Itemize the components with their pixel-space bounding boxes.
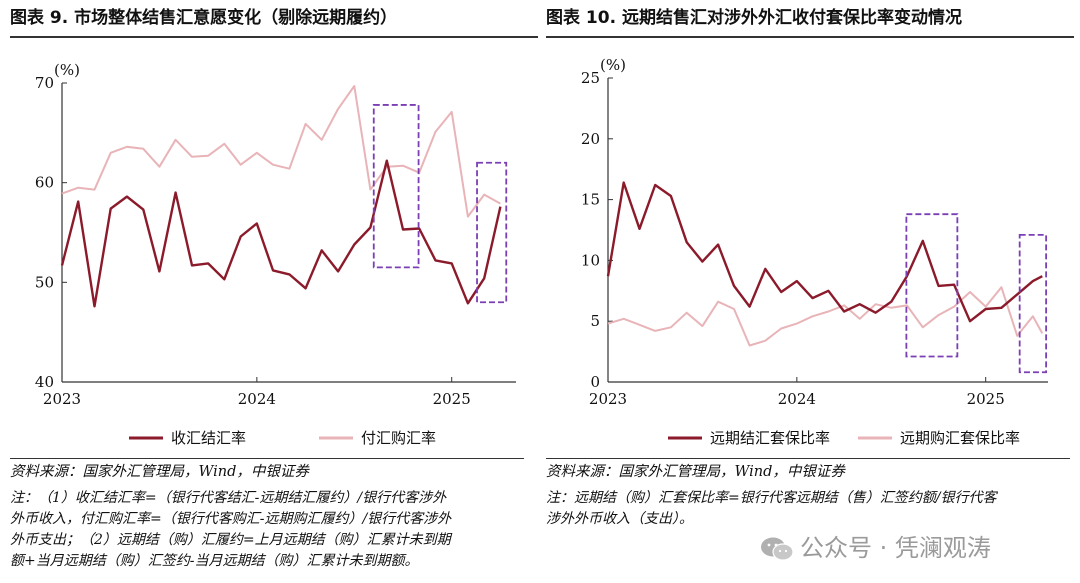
y-unit-label: (%) <box>600 56 626 74</box>
note-right-line: 注：远期结（购）汇套保比率=银行代客远期结（售）汇签约额/银行代客 <box>546 490 997 506</box>
y-tick-label: 60 <box>35 174 54 192</box>
highlight-box <box>905 213 959 358</box>
chart-panel-right: 图表 10. 远期结售汇对涉外外汇收付套保比率变动情况 0 5 10 15 20 25 (%… <box>546 0 1074 454</box>
source-left: 资料来源：国家外汇管理局，Wind，中银证券 注：（1）收汇结汇率=（银行代客结… <box>10 462 530 572</box>
watermark-text: 公众号 · 凭澜观涛 <box>800 534 991 562</box>
source-right: 资料来源：国家外汇管理局，Wind，中银证券 注：远期结（购）汇套保比率=银行代… <box>546 462 1076 530</box>
note-left-line: 外币支出；（2）远期结（购）汇履约=上月远期结（购）汇累计未到期 <box>10 532 451 548</box>
chart-title-right: 图表 10. 远期结售汇对涉外外汇收付套保比率变动情况 <box>546 0 1074 38</box>
series-line-dark <box>60 159 502 308</box>
x-tick-label: 2023 <box>43 390 81 408</box>
x-tick-label: 2025 <box>967 390 1005 408</box>
source-divider-left <box>10 458 524 459</box>
y-tick-label: 0 <box>590 373 600 391</box>
note-left-line: 额+当月远期结（购）汇签约-当月远期结（购）汇累计未到期额。 <box>10 553 419 569</box>
y-tick-label: 40 <box>35 373 54 391</box>
series-line-dark <box>606 181 1043 323</box>
y-tick-label: 70 <box>35 74 54 92</box>
legend-label: 远期购汇套保比率 <box>900 429 1020 447</box>
note-left: 注：（1）收汇结汇率=（银行代客结汇-远期结汇履约）/银行代客涉外 外币收入，付… <box>10 488 530 572</box>
highlight-box <box>476 161 508 304</box>
source-divider-right <box>546 458 1070 459</box>
y-tick-label: 10 <box>581 251 600 269</box>
watermark: 公众号 · 凭澜观涛 <box>760 528 991 563</box>
series-line-light <box>607 286 1044 347</box>
note-left-line: 外币收入，付汇购汇率=（银行代客购汇-远期购汇履约）/银行代客涉外 <box>10 511 452 527</box>
chart-panel-left: 图表 9. 市场整体结售汇意愿变化（剔除远期履约） 40 50 60 70 (%) 202… <box>10 0 538 454</box>
wechat-icon <box>761 537 794 561</box>
note-right: 注：远期结（购）汇套保比率=银行代客远期结（售）汇签约额/银行代客 涉外外币收入… <box>546 488 1076 530</box>
note-left-line: 注：（1）收汇结汇率=（银行代客结汇-远期结汇履约）/银行代客涉外 <box>10 490 447 506</box>
y-tick-label: 20 <box>581 130 600 148</box>
source-text-left: 资料来源：国家外汇管理局，Wind，中银证券 <box>10 464 309 480</box>
y-tick-label: 5 <box>590 312 600 330</box>
y-tick-label: 25 <box>581 69 600 87</box>
y-tick-label: 50 <box>35 273 54 291</box>
x-tick-label: 2024 <box>778 390 816 408</box>
y-unit-label: (%) <box>54 61 80 79</box>
series-line-light <box>61 85 501 218</box>
note-right-line: 涉外外币收入（支出）。 <box>546 511 693 527</box>
plot-area: 40 50 60 70(%) 2023 2024 2025 收汇结汇率 付汇购汇率 <box>35 61 516 447</box>
chart-left: 40 50 60 70(%) 2023 2024 2025 收汇结汇率 付汇购汇率 <box>35 61 516 447</box>
highlight-box <box>1018 233 1048 374</box>
chart-title-left: 图表 9. 市场整体结售汇意愿变化（剔除远期履约） <box>10 0 538 38</box>
x-tick-label: 2024 <box>238 390 276 408</box>
source-text-right: 资料来源：国家外汇管理局，Wind，中银证券 <box>546 464 845 480</box>
legend-label: 付汇购汇率 <box>361 429 436 447</box>
x-tick-label: 2023 <box>589 390 627 408</box>
legend-label: 收汇结汇率 <box>171 429 246 447</box>
legend-label: 远期结汇套保比率 <box>710 429 830 447</box>
x-tick-label: 2025 <box>433 390 471 408</box>
highlight-box <box>372 104 420 269</box>
y-tick-label: 15 <box>581 191 600 209</box>
